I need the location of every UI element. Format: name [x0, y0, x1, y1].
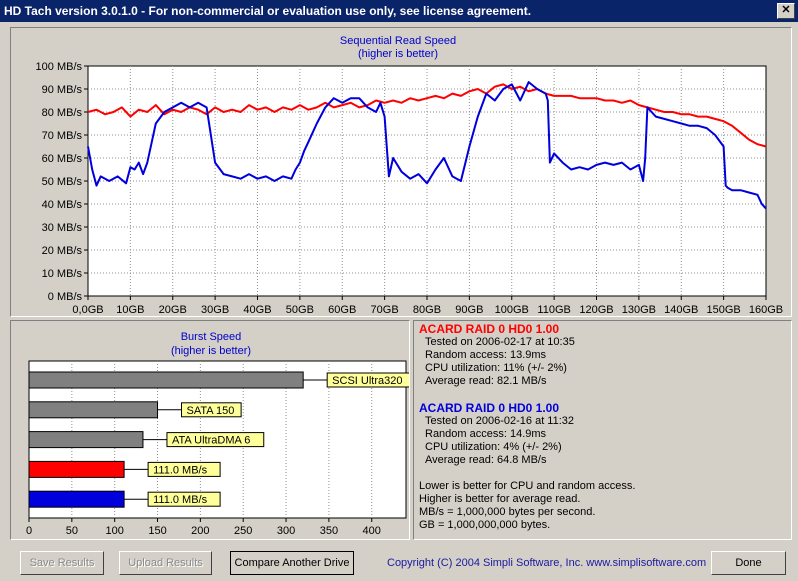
x-tick-label: 60GB	[328, 304, 356, 316]
y-tick-label: 30 MB/s	[42, 222, 83, 234]
burst-chart-panel: Burst Speed (higher is better) 0 50 100 150…	[10, 320, 410, 540]
x-tick-label: 10GB	[116, 304, 144, 316]
burst-bar	[28, 371, 304, 389]
burst-bar-label: 111.0 MB/s	[153, 464, 208, 476]
read-series-blue-line	[87, 81, 767, 210]
results-panel	[413, 320, 792, 540]
burst-chart-title: Burst Speed	[181, 331, 242, 343]
burst-x-tick-label: 400	[363, 525, 381, 537]
note-line: MB/s = 1,000,000 bytes per second.	[419, 506, 596, 518]
burst-bar	[28, 460, 125, 478]
title-bar: HD Tach version 3.0.1.0 - For non-commer…	[0, 0, 798, 22]
burst-bar	[28, 401, 159, 419]
x-tick-label: 30GB	[201, 304, 229, 316]
x-tick-label: 80GB	[413, 304, 441, 316]
read-chart-panel: Sequential Read Speed (higher is better)…	[10, 27, 792, 317]
burst-bar	[28, 490, 125, 508]
x-tick-label: 90GB	[455, 304, 483, 316]
y-tick-label: 0 MB/s	[48, 291, 83, 303]
burst-x-tick-label: 250	[234, 525, 252, 537]
burst-bar-label: SATA 150	[187, 405, 235, 417]
compare-another-drive-button[interactable]: Compare Another Drive	[230, 551, 354, 575]
burst-label-box	[147, 491, 221, 507]
x-tick-label: 0,0GB	[72, 304, 103, 316]
burst-bar	[28, 431, 144, 449]
y-tick-label: 70 MB/s	[42, 130, 83, 142]
x-tick-label: 110GB	[537, 304, 570, 316]
upload-results-button[interactable]: Upload Results	[119, 551, 212, 575]
burst-chart-subtitle: (higher is better)	[171, 345, 251, 357]
note-line: GB = 1,000,000,000 bytes.	[419, 519, 551, 531]
y-tick-label: 50 MB/s	[42, 176, 83, 188]
read-speed-chart: Sequential Read Speed (higher is better)…	[36, 35, 784, 316]
x-tick-label: 20GB	[159, 304, 187, 316]
x-tick-label: 40GB	[243, 304, 271, 316]
y-tick-label: 60 MB/s	[42, 153, 83, 165]
burst-bar-label: SCSI Ultra320	[332, 375, 402, 387]
result-1-cpu: CPU utilization: 11% (+/- 2%)	[425, 362, 567, 374]
y-tick-label: 10 MB/s	[42, 268, 83, 280]
y-tick-label: 80 MB/s	[42, 107, 83, 119]
y-tick-label: 100 MB/s	[36, 61, 83, 73]
x-tick-label: 140GB	[664, 304, 698, 316]
result-2-random-access: Random access: 14.9ms	[425, 428, 547, 440]
burst-label-box	[147, 461, 221, 477]
x-tick-label: 50GB	[286, 304, 314, 316]
result-1-random-access: Random access: 13.9ms	[425, 349, 547, 361]
burst-x-tick-label: 350	[320, 525, 338, 537]
burst-x-tick-label: 300	[277, 525, 295, 537]
burst-x-tick-label: 200	[191, 525, 209, 537]
burst-label-box	[326, 372, 409, 388]
note-line: Higher is better for average read.	[419, 493, 581, 505]
x-tick-label: 100GB	[495, 304, 529, 316]
result-1-name: ACARD RAID 0 HD0 1.00	[419, 322, 560, 336]
burst-x-tick-label: 0	[26, 525, 32, 537]
x-tick-label: 160GB	[749, 304, 783, 316]
copyright-text: Copyright (C) 2004 Simpli Software, Inc.…	[387, 557, 707, 569]
result-2-tested: Tested on 2006-02-16 at 11:32	[425, 415, 575, 427]
x-tick-label: 150GB	[707, 304, 741, 316]
window-title: HD Tach version 3.0.1.0 - For non-commer…	[4, 4, 532, 18]
result-2-cpu: CPU utilization: 4% (+/- 2%)	[425, 441, 562, 453]
save-results-button[interactable]: Save Results	[20, 551, 104, 575]
burst-bar-label: 111.0 MB/s	[153, 494, 208, 506]
close-icon[interactable]: ✕	[777, 3, 795, 19]
x-tick-label: 130GB	[622, 304, 656, 316]
read-chart-subtitle: (higher is better)	[358, 48, 438, 60]
x-tick-label: 120GB	[579, 304, 613, 316]
burst-label-box	[181, 402, 242, 418]
burst-x-tick-label: 100	[106, 525, 124, 537]
burst-label-box	[166, 432, 265, 448]
burst-x-tick-label: 150	[148, 525, 166, 537]
y-tick-label: 40 MB/s	[42, 199, 83, 211]
result-1-avg-read: Average read: 82.1 MB/s	[425, 375, 547, 387]
y-tick-label: 90 MB/s	[42, 84, 83, 96]
done-button[interactable]: Done	[711, 551, 786, 575]
note-line: Lower is better for CPU and random acces…	[419, 480, 636, 492]
x-tick-label: 70GB	[371, 304, 399, 316]
result-1-tested: Tested on 2006-02-17 at 10:35	[425, 336, 575, 348]
burst-bar-label: ATA UltraDMA 6	[172, 435, 250, 447]
read-chart-title: Sequential Read Speed	[340, 35, 456, 47]
result-2-avg-read: Average read: 64.8 MB/s	[425, 454, 547, 466]
y-tick-label: 20 MB/s	[42, 245, 83, 257]
burst-speed-chart: Burst Speed (higher is better) 0 50 100 150…	[26, 331, 409, 537]
burst-x-tick-label: 50	[66, 525, 78, 537]
read-series-red-line	[87, 83, 767, 148]
result-2-name: ACARD RAID 0 HD0 1.00	[419, 401, 560, 415]
